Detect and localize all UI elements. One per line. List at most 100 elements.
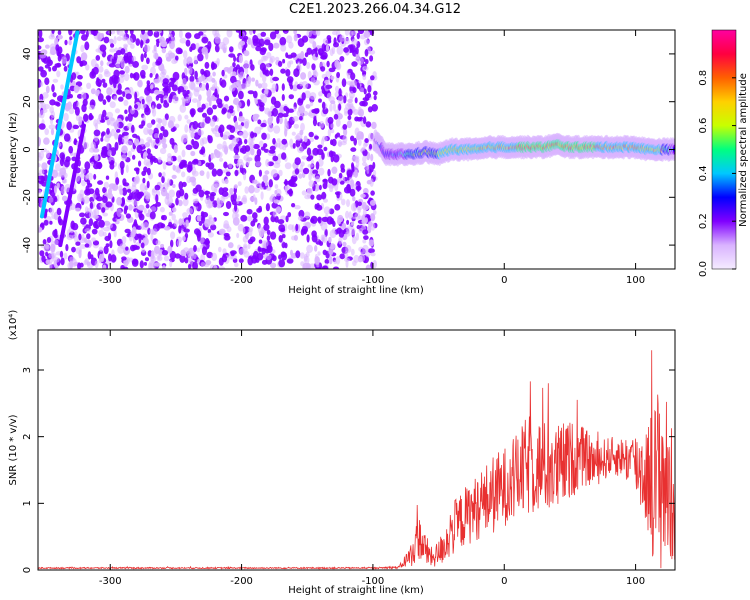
spectrogram-noise-cell [365, 264, 371, 269]
spectrogram-noise-cell [368, 132, 374, 142]
spectrogram-noise-cell [317, 217, 322, 224]
spectrogram-noise-cell [314, 135, 319, 140]
spectrogram-noise-cell [205, 162, 210, 168]
spectrogram-noise-cell [109, 38, 114, 45]
spectrogram-noise-cell [273, 199, 280, 204]
colorbar-tick-label: 0.8 [698, 70, 709, 86]
spectrogram-noise-cell [131, 258, 139, 267]
spectrogram-noise-cell [233, 55, 237, 63]
spectrogram-noise-cell [49, 43, 56, 51]
spectrogram-noise-cell [361, 146, 366, 152]
spectrogram-noise-cell [73, 85, 80, 93]
spectrogram-noise-cell [284, 179, 288, 186]
spectrogram-noise-cell [258, 205, 262, 212]
spectrogram-noise-cell [92, 209, 97, 217]
spectrogram-noise-cell [371, 104, 379, 112]
spectrogram-noise-cell [295, 250, 301, 259]
spectrogram-noise-cell [106, 87, 113, 96]
spectrogram-noise-cell [197, 53, 204, 62]
spectrogram-noise-cell [126, 188, 132, 193]
spectrogram-noise-cell [255, 161, 262, 167]
spectrogram-noise-cell [327, 128, 332, 138]
spectrogram-noise-cell [82, 98, 88, 107]
spectrogram-noise-cell [335, 255, 341, 265]
spectrogram-noise-cell [362, 74, 367, 81]
y-tick-label: 0 [22, 146, 33, 152]
spectrogram-noise-cell [311, 234, 318, 243]
spectrogram-noise-cell [361, 214, 366, 223]
spectrogram-noise-cell [348, 211, 352, 220]
snr-multiplier-label: (x10⁴) [8, 310, 19, 341]
spectrogram-noise-cell [258, 239, 263, 244]
spectrogram-noise-cell [266, 52, 272, 59]
spectrogram-noise-cell [308, 131, 314, 138]
spectrogram-noise-cell [167, 245, 173, 254]
spectrogram-noise-cell [139, 182, 146, 192]
spectrogram-noise-cell [370, 75, 375, 81]
snr-x-ticks: -300 -200 -100 0 100 [99, 330, 645, 587]
spectrogram-noise-cell [342, 124, 348, 130]
spectrogram-noise-cell [154, 248, 158, 257]
spectrogram-noise-cell [338, 172, 343, 179]
spectrogram-noise-cell [363, 235, 369, 241]
spectrogram-noise-cell [370, 190, 375, 196]
spectrogram-noise-cell [152, 157, 159, 163]
spectrogram-noise-cell [191, 170, 199, 177]
spectrogram-noise-cell [88, 218, 94, 227]
spectrogram-noise-cell [336, 71, 340, 79]
spectrogram-noise-cell [116, 30, 120, 35]
spectrogram-noise-cell [118, 30, 124, 37]
spectrogram-noise-cell [188, 81, 196, 90]
spectrogram-noise-cell [128, 204, 133, 211]
spectrogram-noise-cell [120, 166, 124, 176]
spectrogram-noise-cell [91, 237, 96, 242]
spectrogram-noise-cell [261, 82, 268, 89]
spectrogram-noise-cell [339, 56, 345, 62]
spectrogram-noise-cell [282, 146, 287, 151]
spectrogram-noise-cell [161, 215, 165, 221]
spectrogram-noise-cell [49, 99, 56, 106]
spectrogram-noise-cell [178, 162, 185, 169]
spectrogram-noise-cell [135, 245, 140, 250]
spectrogram-noise-cell [48, 34, 56, 40]
spectrogram-noise-cell [291, 203, 296, 208]
spectrogram-noise-cell [371, 121, 377, 130]
spectrogram-noise-cell [285, 69, 291, 77]
spectrogram-noise-cell [327, 168, 331, 177]
spectrogram-noise-cell [178, 188, 185, 197]
spectrogram-noise-cell [144, 142, 151, 148]
spectrogram-noise-cell [49, 51, 56, 55]
spectrogram-noise-cell [297, 215, 304, 221]
spectrogram-noise-cell [60, 257, 65, 266]
spectrogram-noise-cell [257, 224, 262, 234]
spectrogram-noise-cell [170, 239, 174, 248]
spectrogram-noise-cell [40, 81, 44, 87]
spectrogram-noise-cell [72, 124, 80, 130]
spectrogram-noise-cell [240, 122, 244, 127]
spectrogram-noise-cell [316, 148, 324, 155]
spectrogram-noise-cell [346, 219, 350, 225]
spectrogram-noise-cell [367, 225, 372, 234]
spectrogram-noise-cell [178, 30, 183, 39]
spectrogram-noise-cell [272, 76, 280, 82]
spectrogram-noise-cell [137, 79, 143, 88]
spectrogram-noise-cell [162, 265, 166, 269]
spectrogram-noise-cell [269, 68, 274, 77]
spectrogram-noise-cell [213, 32, 221, 39]
spectrogram-noise-cell [239, 40, 246, 46]
spectrogram-noise-cell [162, 143, 168, 149]
spectrogram-noise-cell [276, 33, 282, 39]
spectrogram-noise-cell [192, 120, 199, 130]
spectrogram-noise-cell [142, 115, 146, 122]
spectrogram-noise-cell [178, 181, 184, 190]
spectrogram-noise-cell [201, 103, 206, 110]
spectrogram-noise-cell [100, 60, 104, 67]
spectrogram-noise-cell [169, 94, 173, 100]
spectrogram-noise-cell [171, 59, 178, 65]
spectrogram-noise-cell [54, 37, 59, 47]
spectrogram-noise-cell [284, 242, 288, 249]
spectrogram-noise-cell [70, 220, 75, 230]
spectrogram-noise-cell [122, 266, 129, 269]
spectrogram-noise-cell [353, 202, 356, 211]
